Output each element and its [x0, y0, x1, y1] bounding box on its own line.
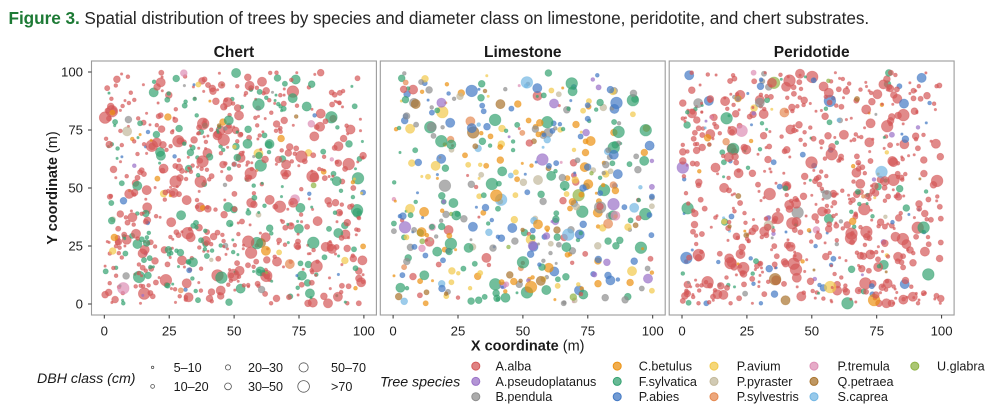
- svg-text:50–70: 50–70: [331, 361, 366, 375]
- svg-text:Figure 3. Spatial distribution: Figure 3. Spatial distribution of trees …: [9, 8, 870, 28]
- svg-text:>70: >70: [331, 380, 352, 394]
- svg-text:Peridotide: Peridotide: [774, 44, 850, 61]
- svg-text:100: 100: [353, 324, 375, 339]
- svg-text:Limestone: Limestone: [484, 44, 562, 61]
- svg-text:75: 75: [292, 324, 307, 339]
- svg-text:30–50: 30–50: [248, 380, 283, 394]
- svg-text:75: 75: [869, 324, 884, 339]
- svg-text:5–10: 5–10: [174, 361, 202, 375]
- svg-text:10–20: 10–20: [174, 380, 209, 394]
- svg-text:P.abies: P.abies: [639, 390, 679, 404]
- svg-text:0: 0: [389, 324, 396, 339]
- svg-text:100: 100: [61, 65, 83, 80]
- svg-text:75: 75: [580, 324, 595, 339]
- svg-text:Q.petraea: Q.petraea: [838, 375, 894, 389]
- svg-text:S.caprea: S.caprea: [838, 390, 888, 404]
- svg-text:50: 50: [516, 324, 531, 339]
- svg-text:P.tremula: P.tremula: [838, 360, 890, 374]
- svg-text:25: 25: [740, 324, 755, 339]
- svg-text:A.alba: A.alba: [496, 360, 532, 374]
- svg-text:Tree species: Tree species: [380, 375, 460, 391]
- svg-text:P.sylvestris: P.sylvestris: [737, 390, 799, 404]
- svg-text:P.pyraster: P.pyraster: [737, 375, 793, 389]
- svg-text:25: 25: [451, 324, 466, 339]
- svg-text:DBH class (cm): DBH class (cm): [37, 371, 136, 387]
- svg-text:A.pseudoplatanus: A.pseudoplatanus: [496, 375, 597, 389]
- svg-text:20–30: 20–30: [248, 361, 283, 375]
- svg-text:C.betulus: C.betulus: [639, 360, 692, 374]
- svg-text:B.pendula: B.pendula: [496, 390, 553, 404]
- svg-text:F.sylvatica: F.sylvatica: [639, 375, 697, 389]
- svg-text:25: 25: [68, 239, 83, 254]
- svg-text:25: 25: [162, 324, 177, 339]
- svg-text:X coordinate (m): X coordinate (m): [471, 339, 585, 355]
- svg-text:U.glabra: U.glabra: [937, 360, 985, 374]
- svg-text:100: 100: [931, 324, 953, 339]
- svg-text:50: 50: [804, 324, 819, 339]
- svg-text:50: 50: [68, 181, 83, 196]
- svg-text:75: 75: [68, 123, 83, 138]
- svg-text:0: 0: [101, 324, 108, 339]
- svg-text:0: 0: [76, 297, 83, 312]
- svg-text:Y coordinate (m): Y coordinate (m): [45, 131, 61, 244]
- svg-text:Chert: Chert: [214, 44, 254, 61]
- svg-text:0: 0: [678, 324, 685, 339]
- svg-text:50: 50: [227, 324, 242, 339]
- svg-text:100: 100: [642, 324, 664, 339]
- svg-text:P.avium: P.avium: [737, 360, 781, 374]
